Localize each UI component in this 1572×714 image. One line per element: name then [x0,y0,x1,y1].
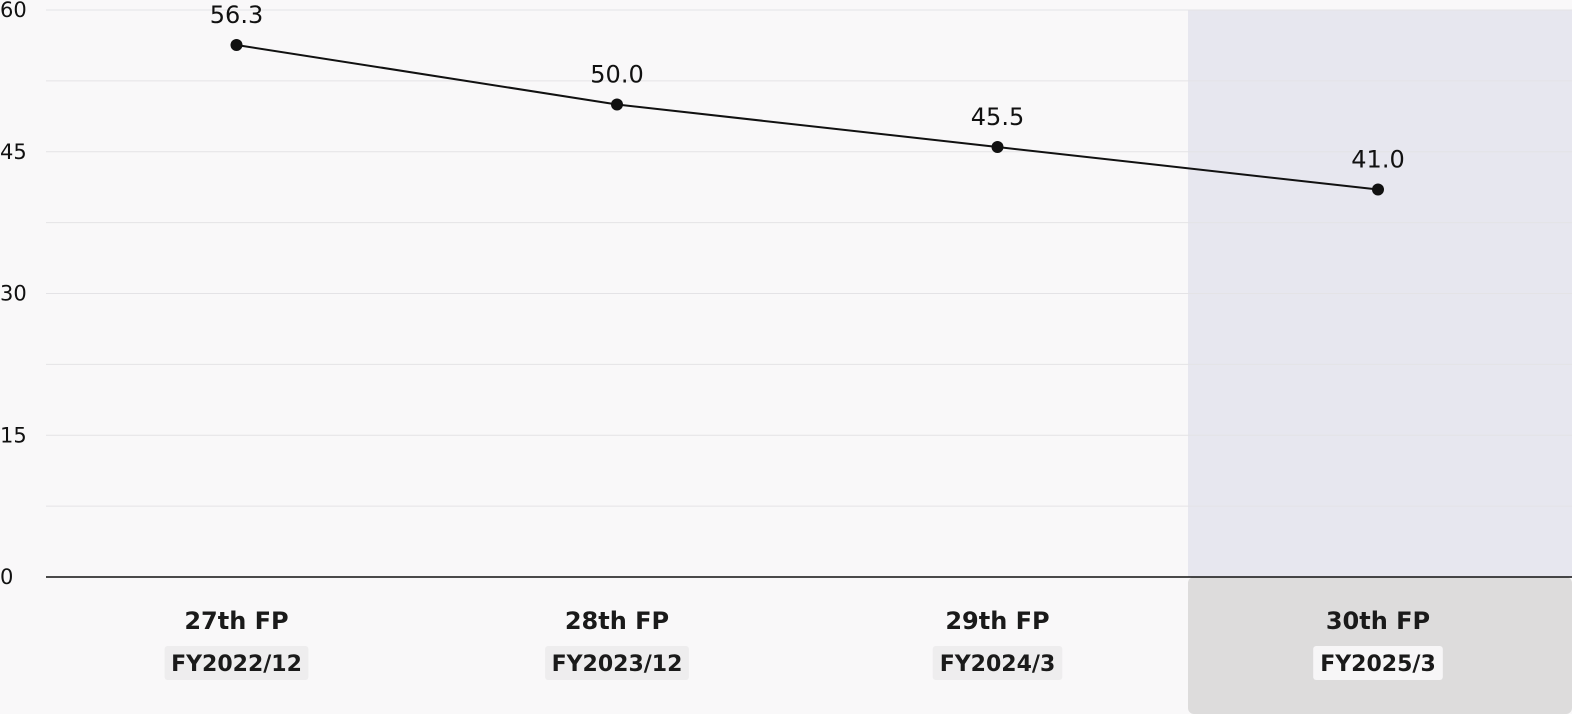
x-tick-period-label: 27th FP [184,607,288,635]
y-tick-label: 60 [0,0,27,22]
x-tick-fiscal-year-label: FY2023/12 [552,652,683,677]
x-tick-period-label: 29th FP [945,607,1049,635]
data-point [991,141,1004,154]
data-point [1372,183,1384,196]
y-tick-label: 45 [0,140,27,164]
x-tick-fiscal-year-label: FY2024/3 [940,652,1056,677]
data-label: 41.0 [1351,146,1404,174]
fiscal-year-badge [932,646,1063,680]
data-point [230,38,243,51]
y-tick-label: 0 [0,565,13,589]
data-label: 56.3 [210,1,263,29]
data-label: 45.5 [971,103,1024,131]
x-tick-fiscal-year-label: FY2022/12 [171,652,302,677]
x-tick-period-label: 28th FP [565,607,669,635]
y-tick-label: 30 [0,282,27,306]
fiscal-year-badge [1313,646,1443,680]
fiscal-year-badge [164,646,309,680]
data-label: 50.0 [590,61,643,89]
data-point [611,98,623,111]
y-tick-label: 15 [0,423,27,447]
series-line [236,43,1379,191]
x-tick-period-label: 30th FP [1326,607,1430,635]
fiscal-year-badge [545,646,689,680]
highlight-axis-band [1188,577,1572,714]
x-tick-fiscal-year-label: FY2025/3 [1320,652,1436,677]
